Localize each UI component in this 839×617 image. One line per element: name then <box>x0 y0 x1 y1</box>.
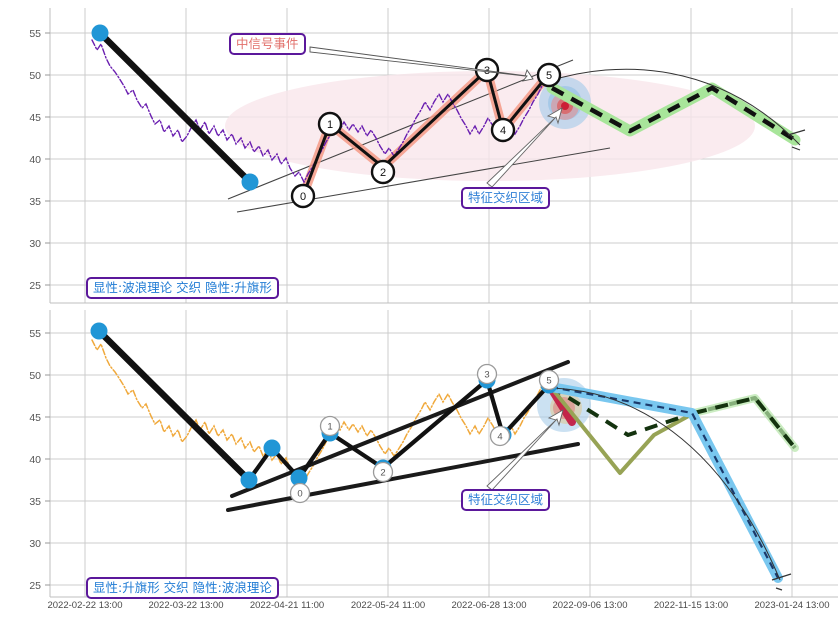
y-tick-label: 25 <box>29 280 41 292</box>
signal-leader-line <box>309 46 534 82</box>
wave-label-text: 1 <box>327 119 333 131</box>
feature-zone-arrow <box>486 107 563 188</box>
history-series-orange <box>91 339 548 484</box>
bottom-y-axis: 55 50 45 40 35 30 25 <box>29 328 50 592</box>
y-tick-label: 35 <box>29 196 41 208</box>
bottom-chart-svg: 55 50 45 40 35 30 25 <box>29 310 838 598</box>
wave-label-4: 4 <box>489 425 511 447</box>
y-tick-label: 50 <box>29 370 41 382</box>
wave-label-text: 0 <box>297 489 302 500</box>
wave-label-text: 5 <box>546 70 552 82</box>
explicit-flag-channel <box>226 360 580 512</box>
legend-bottom: 显性:升旗形 交织 隐性:波浪理论 <box>86 577 279 599</box>
signal-event-label: 中信号事件 <box>229 33 306 55</box>
x-tick-label: 2022-02-22 13:00 <box>47 600 122 611</box>
wave-label-text: 3 <box>484 370 489 381</box>
feature-zone-arrow <box>486 409 564 491</box>
legend-top: 显性:波浪理论 交织 隐性:升旗形 <box>86 277 279 299</box>
wave-label-5: 5 <box>536 62 562 88</box>
wave-label-0: 0 <box>289 482 311 504</box>
x-tick-label: 2022-11-15 13:00 <box>654 600 728 611</box>
chart-panel-top: 55 50 45 40 35 30 25 <box>0 0 839 308</box>
explicit-downtrend-segment <box>96 29 254 186</box>
wave-label-text: 4 <box>500 125 506 137</box>
wave-label-text: 2 <box>380 468 385 479</box>
pivot-dot <box>263 439 281 457</box>
y-tick-label: 55 <box>29 28 41 40</box>
feature-zone-halo-pink <box>225 71 755 181</box>
pivot-dot <box>290 469 308 487</box>
wave-label-text: 2 <box>380 167 386 179</box>
y-tick-label: 25 <box>29 580 41 592</box>
feature-zone-label-bottom: 特征交织区域 <box>461 489 551 511</box>
forecast-blue-dashed <box>550 385 779 579</box>
chart-panel-bottom: 55 50 45 40 35 30 25 <box>0 308 839 617</box>
forecast-blue-end-marker <box>771 573 792 591</box>
forecast-zigzag-olive <box>548 384 696 475</box>
forecast-path-dashed <box>550 85 797 142</box>
y-tick-label: 40 <box>29 154 41 166</box>
x-axis-svg: 2022-02-22 13:00 2022-03-22 13:00 2022-0… <box>47 600 829 611</box>
top-chart-svg: 55 50 45 40 35 30 25 <box>29 8 838 304</box>
wave-label-2: 2 <box>372 461 394 483</box>
x-tick-label: 2023-01-24 13:00 <box>754 600 829 611</box>
x-tick-label: 2022-03-22 13:00 <box>148 600 223 611</box>
wave-label-2: 2 <box>370 159 396 185</box>
x-axis-labels: 2022-02-22 13:00 2022-03-22 13:00 2022-0… <box>0 597 839 617</box>
wave-label-text: 5 <box>546 376 551 387</box>
x-tick-label: 2022-09-06 13:00 <box>552 600 627 611</box>
x-tick-label: 2022-05-24 11:00 <box>351 600 425 611</box>
y-tick-label: 35 <box>29 496 41 508</box>
pivot-dot <box>241 173 259 191</box>
explicit-downtrend-segment <box>95 327 253 484</box>
pivot-dot <box>240 471 258 489</box>
pivot-dot <box>91 24 109 42</box>
y-tick-label: 30 <box>29 538 41 550</box>
wave-label-1: 1 <box>317 111 343 137</box>
x-tick-label: 2022-04-21 11:00 <box>250 600 324 611</box>
y-tick-label: 55 <box>29 328 41 340</box>
top-y-axis: 55 50 45 40 35 30 25 <box>29 28 50 292</box>
wave-label-1: 1 <box>319 415 341 437</box>
forecast-end-marker <box>787 129 806 151</box>
y-tick-label: 45 <box>29 412 41 424</box>
signal-point-red <box>561 102 569 110</box>
y-tick-label: 40 <box>29 454 41 466</box>
wave-label-0: 0 <box>290 183 316 209</box>
y-tick-label: 30 <box>29 238 41 250</box>
envelope-arc <box>545 68 801 146</box>
wave-label-text: 4 <box>497 432 502 443</box>
pivot-dot <box>90 322 108 340</box>
x-tick-label: 2022-06-28 13:00 <box>451 600 526 611</box>
wave-label-3: 3 <box>476 363 498 385</box>
y-tick-label: 45 <box>29 112 41 124</box>
wave-label-4: 4 <box>490 117 516 143</box>
feature-zone-label-top: 特征交织区域 <box>461 187 551 209</box>
wave-label-text: 1 <box>327 422 332 433</box>
bottom-grid <box>49 310 838 598</box>
forecast-halo-green-tail <box>690 394 799 452</box>
y-tick-label: 50 <box>29 70 41 82</box>
wave-label-text: 0 <box>300 191 306 203</box>
wave-label-5: 5 <box>538 369 560 391</box>
envelope-arc <box>549 387 781 581</box>
